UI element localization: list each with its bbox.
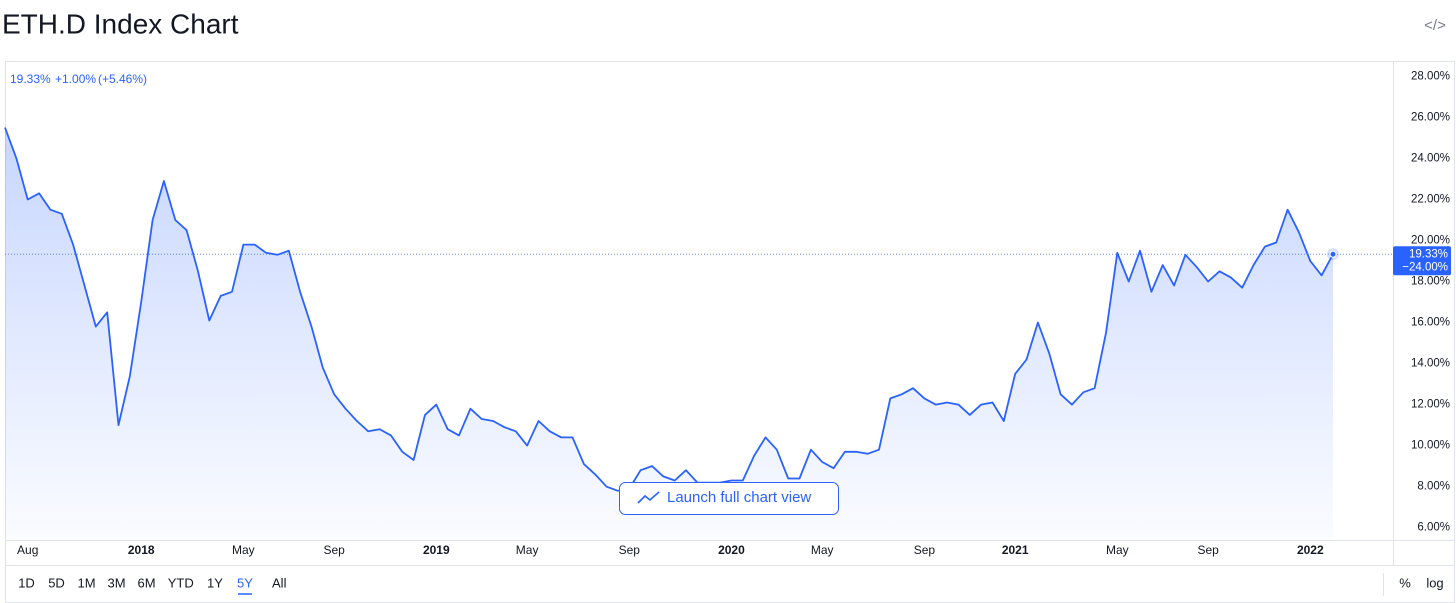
y-tick-label: 8.00% <box>1417 481 1450 493</box>
range-button[interactable]: 5D <box>48 575 65 590</box>
y-tick-label: 18.00% <box>1411 276 1450 288</box>
legend-change-pct: (+5.46%) <box>98 72 147 86</box>
button-icon[interactable] <box>637 491 660 504</box>
x-tick-label: 2022 <box>1297 543 1324 557</box>
x-tick-label: May <box>232 543 255 557</box>
range-button[interactable]: 3M <box>107 575 125 590</box>
range-button[interactable]: 1M <box>77 575 95 590</box>
x-tick-label: May <box>811 543 834 557</box>
x-tick-label: 2018 <box>128 543 155 557</box>
price-label-box <box>1393 246 1451 276</box>
range-button[interactable]: YTD <box>168 575 194 590</box>
toolbar: 1D 5D 1M 3M 6M YTD 1Y 5Y All% log <box>18 573 1444 596</box>
chart-title: ETH.D Index Chart <box>2 8 239 39</box>
countdown-label: −24.00% <box>1402 261 1448 273</box>
y-tick-label: 28.00% <box>1411 70 1450 82</box>
x-tick-label: Aug <box>17 543 38 557</box>
x-tick-label: 2019 <box>423 543 450 557</box>
scale-button[interactable]: log <box>1426 575 1443 590</box>
y-tick-label: 26.00% <box>1411 111 1450 123</box>
range-button[interactable]: 1Y <box>207 575 223 590</box>
last-point <box>1329 250 1337 258</box>
range-button[interactable]: 5Y <box>237 575 253 590</box>
scale-button[interactable]: % <box>1399 575 1411 590</box>
x-tick-label: May <box>516 543 539 557</box>
range-button[interactable]: 6M <box>137 575 155 590</box>
legend-change: +1.00% <box>55 72 96 86</box>
y-tick-label: 16.00% <box>1411 317 1450 329</box>
x-tick-label: Sep <box>619 543 641 557</box>
legend: 19.33% +1.00% (+5.46%) <box>10 72 147 86</box>
button-label[interactable]: Launch full chart view <box>667 489 811 506</box>
range-button[interactable]: 1D <box>18 575 35 590</box>
range-button[interactable]: All <box>272 575 287 590</box>
x-tick-label: Sep <box>1197 543 1219 557</box>
price-label: 19.33% <box>1409 248 1448 260</box>
x-tick-label: Sep <box>323 543 345 557</box>
x-tick-label: May <box>1106 543 1129 557</box>
y-tick-label: 10.00% <box>1411 440 1450 452</box>
launch-button[interactable]: Launch full chart view <box>619 482 839 515</box>
x-tick-label: Sep <box>914 543 936 557</box>
y-tick-label: 6.00% <box>1417 522 1450 534</box>
area <box>5 127 1333 540</box>
x-tick-label: 2020 <box>718 543 745 557</box>
embed-icon[interactable]: </> <box>1424 17 1446 34</box>
y-tick-label: 14.00% <box>1411 358 1450 370</box>
x-tick-label: 2021 <box>1002 543 1029 557</box>
y-tick-label: 12.00% <box>1411 399 1450 411</box>
button-frame[interactable] <box>619 482 839 515</box>
y-tick-label: 24.00% <box>1411 152 1450 164</box>
y-tick-label: 22.00% <box>1411 193 1450 205</box>
legend-price: 19.33% <box>10 72 51 86</box>
line <box>4 127 1334 492</box>
plot <box>4 127 1393 540</box>
y-tick-label: 20.00% <box>1411 235 1450 247</box>
